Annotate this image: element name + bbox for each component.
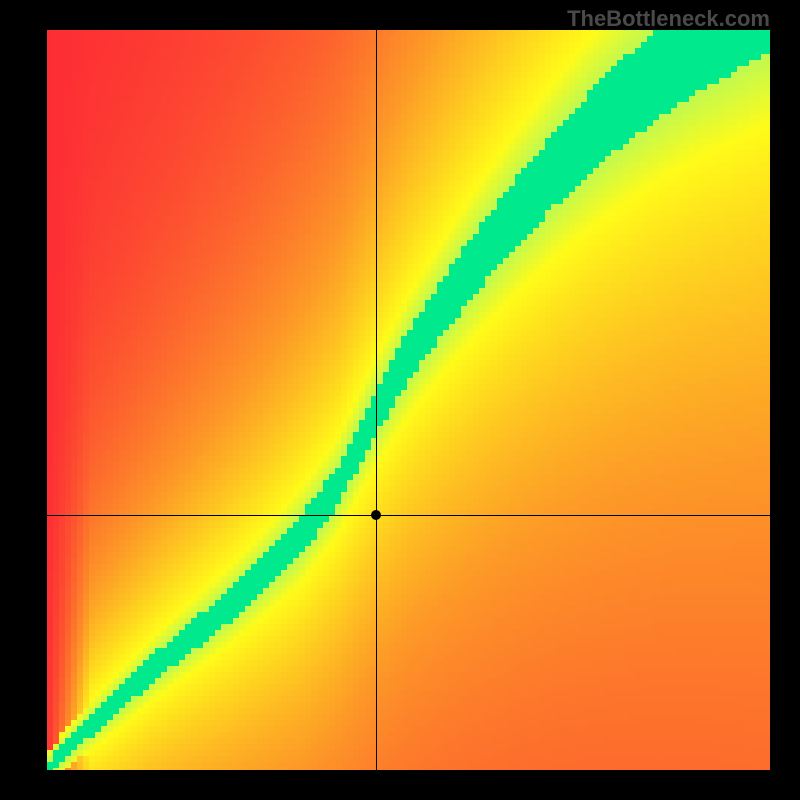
chart-container: TheBottleneck.com [0,0,800,800]
crosshair-vertical [376,30,377,770]
crosshair-horizontal [47,515,770,516]
heatmap-canvas [47,30,770,770]
watermark-text: TheBottleneck.com [567,6,770,32]
data-point-marker [371,510,381,520]
